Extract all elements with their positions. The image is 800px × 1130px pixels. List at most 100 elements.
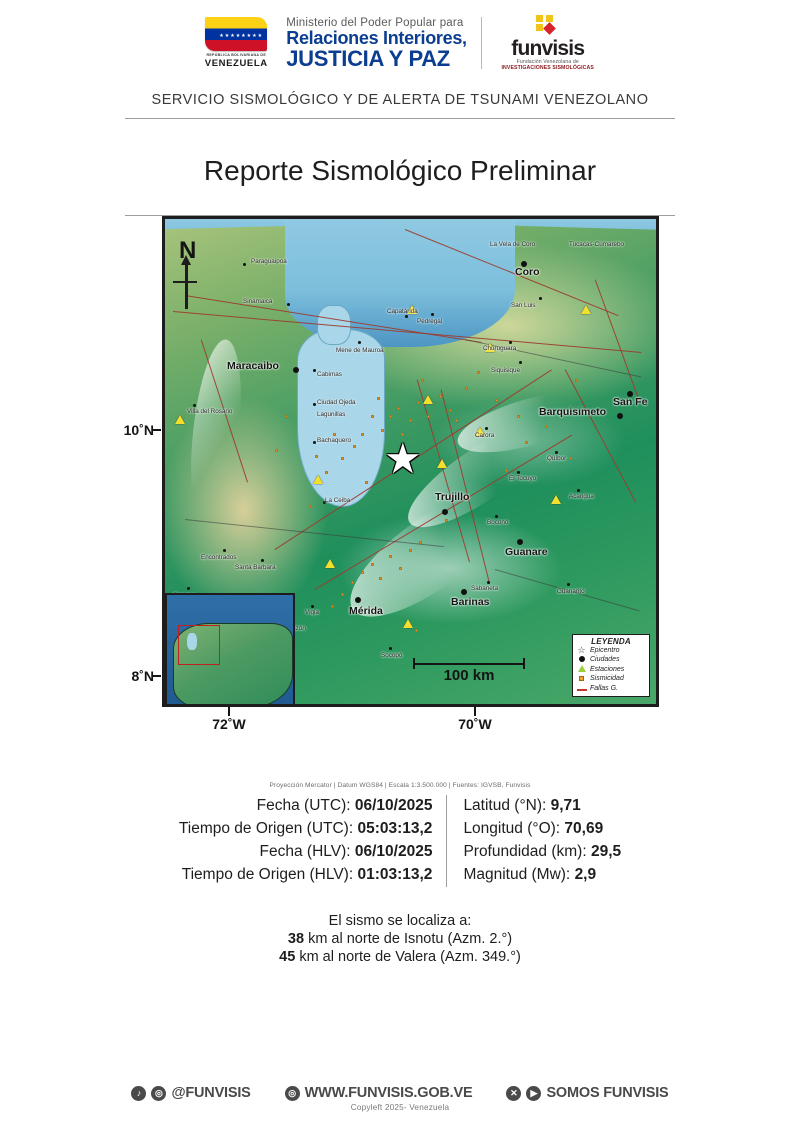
city-dot: [495, 515, 499, 519]
lat-tick-mark-8n: [152, 675, 161, 677]
city-label-lagunillas: Lagunillas: [317, 411, 346, 418]
station-marker: [313, 475, 323, 484]
row-label-latitud: Latitud (°N):: [463, 797, 547, 814]
seismicity-point: [389, 415, 393, 419]
seismicity-point: [315, 455, 319, 459]
row-value-fecha-hlv: 06/10/2025: [354, 842, 433, 860]
city-dot: [193, 404, 197, 408]
location-description: El sismo se localiza a: 38 km al norte d…: [0, 913, 800, 965]
city-label-san-felipe: San Fe: [613, 396, 648, 408]
city-dot: [313, 403, 317, 407]
scale-bar: 100 km: [413, 659, 525, 684]
city-dot: [405, 315, 409, 319]
city-label-socopo: Socopó: [381, 652, 403, 659]
table-row: Tiempo de Origen (HLV): 01:03:13,2: [179, 864, 433, 887]
social-item-website[interactable]: ◎ WWW.FUNVISIS.GOB.VE: [284, 1085, 473, 1101]
row-value-magnitud: 2,9: [574, 865, 597, 883]
row-label-magnitud: Magnitud (Mw):: [463, 865, 571, 883]
location-text-2: km al norte de Valera (Azm. 349.°): [299, 948, 521, 965]
seismicity-point: [465, 495, 469, 499]
seismicity-point: [495, 399, 499, 403]
city-label-acarigua: Acarigua: [569, 493, 594, 500]
inset-lake-maracaibo: [187, 633, 197, 650]
x-icon[interactable]: ✕: [506, 1085, 522, 1101]
seismicity-point: [397, 407, 401, 411]
city-dot: [389, 647, 393, 651]
seismicity-point: [379, 577, 383, 581]
seismicity-point: [309, 505, 313, 509]
copyleft-notice: Copyleft 2025- Venezuela: [350, 1103, 450, 1112]
ministry-line-3: JUSTICIA Y PAZ: [286, 45, 450, 71]
station-marker: [437, 459, 447, 468]
seismicity-point: [575, 379, 579, 383]
seismicity-point: [401, 433, 405, 437]
legend-label-ciudades: Ciudades: [590, 656, 620, 664]
city-label-barinas: Barinas: [451, 596, 490, 608]
scale-bar-line: [413, 659, 525, 669]
youtube-icon[interactable]: ▶: [526, 1085, 542, 1101]
event-data-table: Fecha (UTC): 06/10/2025 Tiempo de Origen…: [0, 795, 800, 887]
seismicity-point: [505, 469, 509, 473]
city-label-el-tocuyo: El Tocuyo: [509, 475, 537, 482]
funvisis-mark-icon: [533, 15, 563, 37]
table-row: Profundidad (km): 29,5: [463, 841, 621, 864]
row-label-fecha-utc: Fecha (UTC):: [256, 797, 351, 814]
row-label-tiempo-utc: Tiempo de Origen (UTC):: [178, 819, 354, 837]
city-dot: [487, 581, 491, 585]
seismicity-point: [371, 563, 375, 567]
divider-bottom: [125, 215, 675, 216]
city-dot: [519, 361, 523, 365]
row-value-fecha-utc: 06/10/2025: [354, 797, 433, 814]
seismicity-point: [465, 387, 469, 391]
table-row: Magnitud (Mw): 2,9: [463, 864, 621, 887]
city-label-coro: Coro: [515, 266, 540, 278]
row-value-latitud: 9,71: [550, 797, 581, 814]
seismicity-point: [389, 555, 393, 559]
table-row: Fecha (HLV): 06/10/2025: [179, 841, 433, 864]
city-label-merida: Mérida: [349, 605, 383, 617]
city-dot: [431, 313, 435, 317]
city-dot: [243, 263, 247, 267]
city-label-trujillo: Trujillo: [435, 491, 470, 503]
venezuela-flag-icon: ★★★★★★★★: [205, 17, 268, 51]
seismicity-point: [399, 567, 403, 571]
seismicity-point: [449, 409, 453, 413]
city-dot: [323, 501, 327, 505]
flag-stars: ★★★★★★★★: [219, 33, 264, 39]
city-dot-guanare: [517, 539, 523, 545]
social-handle-funvisis: @FUNVISIS: [171, 1085, 251, 1101]
compass-cross-icon: [173, 281, 197, 283]
website-url: WWW.FUNVISIS.GOB.VE: [304, 1085, 473, 1101]
globe-icon[interactable]: ◎: [284, 1085, 300, 1101]
seismicity-point: [361, 571, 365, 575]
city-dot: [539, 297, 543, 301]
city-label-ciudad-ojeda: Ciudad Ojeda: [317, 399, 356, 406]
station-marker: [423, 395, 433, 404]
flag-caption-venezuela: VENEZUELA: [204, 58, 268, 69]
city-dot-trujillo: [442, 509, 448, 515]
social-item-funvisis-handle[interactable]: ♪ ◎ @FUNVISIS: [131, 1085, 251, 1101]
city-label-siquisique: Siquisique: [491, 367, 521, 374]
seismicity-point: [421, 379, 425, 383]
seismicity-point: [361, 433, 365, 437]
city-dot: [287, 303, 291, 307]
table-row: Tiempo de Origen (UTC): 05:03:13,2: [179, 818, 433, 841]
legend-row-ciudades: Ciudades: [576, 655, 646, 665]
station-marker: [485, 343, 495, 352]
ministry-line-2: Relaciones Interiores,: [286, 28, 467, 49]
social-item-somos-funvisis[interactable]: ✕ ▶ SOMOS FUNVISIS: [506, 1085, 669, 1101]
instagram-icon[interactable]: ◎: [151, 1085, 167, 1101]
divider-top: [125, 118, 675, 119]
row-value-tiempo-hlv: 01:03:13,2: [357, 865, 433, 883]
lon-tick-72w: 72˚W: [212, 716, 246, 732]
seismic-map[interactable]: ★ Paraguaipoa Sinamaica Capatárida La Ve…: [162, 216, 659, 707]
fault-line-icon: [576, 684, 587, 694]
seismicity-point: [419, 541, 423, 545]
location-distance-1: 38: [287, 930, 305, 947]
funvisis-wordmark: funvisis: [511, 37, 585, 60]
station-triangle-icon: [576, 664, 587, 675]
city-label-viqia: Viqia: [305, 609, 319, 616]
city-label-capatarida: Capatárida: [387, 308, 418, 315]
city-dot-san-felipe: [627, 391, 633, 397]
tiktok-icon[interactable]: ♪: [131, 1085, 147, 1101]
